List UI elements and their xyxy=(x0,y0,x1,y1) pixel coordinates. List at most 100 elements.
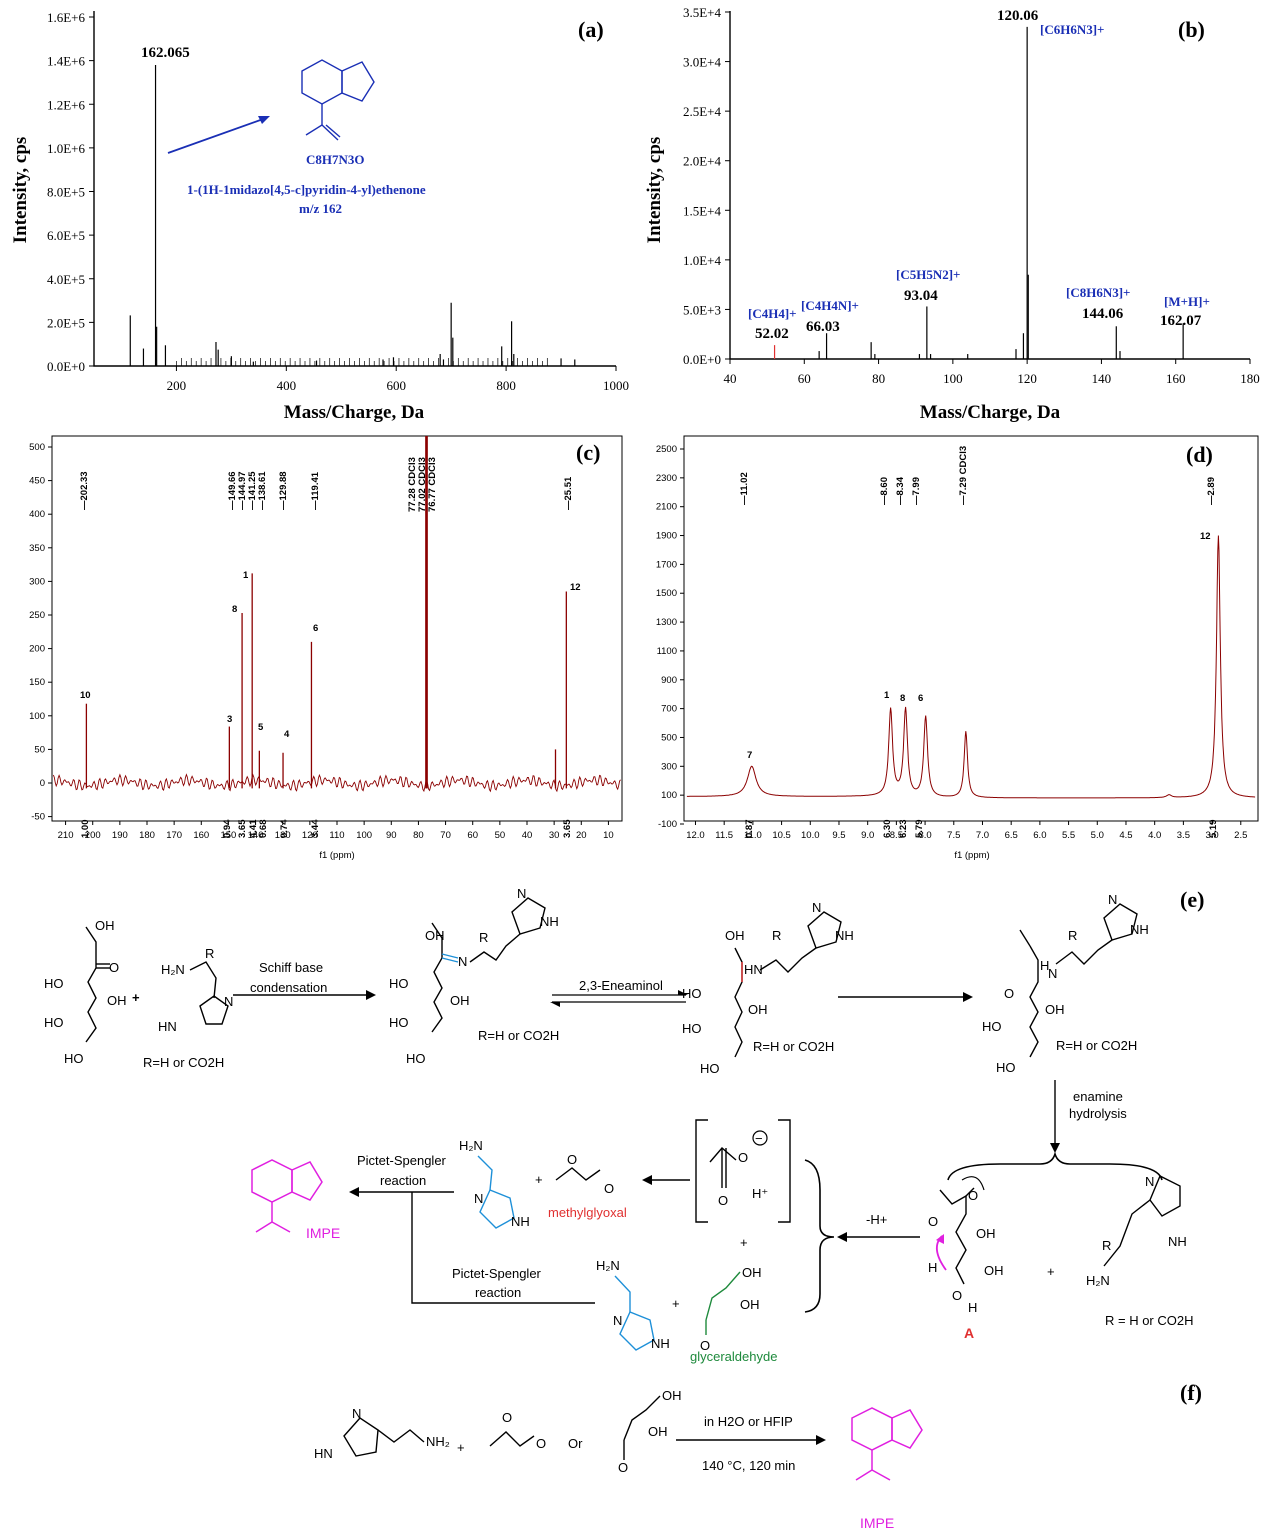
nmr-baseline xyxy=(52,773,621,793)
panel-b-ytick: 0.0E+0 xyxy=(683,352,721,367)
ann-c4h4: [C4H4]+ xyxy=(748,306,797,321)
svg-text:OH: OH xyxy=(662,1388,682,1403)
ann-93: 93.04 xyxy=(904,288,938,304)
panel-a-mass-spectrum: 0.0E+0 2.0E+5 4.0E+5 6.0E+5 8.0E+5 1.0E+6 1.2E… xyxy=(10,10,629,423)
panel-a-name: 1-(1H-1midazo[4,5-c]pyridin-4-yl)ethenon… xyxy=(187,182,426,197)
panel-c-integral: 3.44 xyxy=(310,819,321,838)
panel-d-xtick: 11.0 xyxy=(744,830,762,841)
panel-c-integral: 0.94 xyxy=(222,819,233,838)
svg-text:H₂N: H₂N xyxy=(459,1138,483,1153)
panel-d-shift: —8.60 xyxy=(879,477,890,505)
svg-text:NH: NH xyxy=(1130,922,1149,937)
fructose-structure xyxy=(85,926,110,1043)
panel-d-ytick: 1700 xyxy=(656,559,677,570)
panel-d-xtick: 2.5 xyxy=(1234,830,1247,841)
svg-text:H⁺: H⁺ xyxy=(752,1186,768,1201)
panel-c-shift: —202.33 xyxy=(79,471,90,510)
panel-d-peak-id: 1 xyxy=(884,690,890,701)
panel-d-shift: —2.89 xyxy=(1206,477,1217,505)
panel-c-label: (c) xyxy=(576,440,600,465)
cond-2: 140 °C, 120 min xyxy=(702,1458,795,1473)
panel-b-ytick: 3.5E+4 xyxy=(683,5,722,20)
panel-d-integral: 6.23 xyxy=(898,820,909,839)
panel-a-xtick: 400 xyxy=(277,378,297,393)
panel-a-peak-label: 162.065 xyxy=(141,45,190,61)
panel-c-ytick: 200 xyxy=(29,644,45,655)
svg-text:N: N xyxy=(613,1313,622,1328)
panel-d-xtick: 6.0 xyxy=(1033,830,1046,841)
svg-text:OH: OH xyxy=(742,1265,762,1280)
panel-c-ytick: 400 xyxy=(29,509,45,520)
panel-c-xtick: 110 xyxy=(329,830,344,841)
panel-b-xtick: 100 xyxy=(943,371,963,386)
svg-text:N: N xyxy=(458,954,467,969)
panel-c-integral: 4.41 xyxy=(248,819,259,838)
panel-a-ytick: 1.2E+6 xyxy=(47,97,86,112)
svg-text:HO: HO xyxy=(44,976,64,991)
panel-d-integral: 5.79 xyxy=(914,820,925,839)
svg-text:HO: HO xyxy=(682,986,702,1001)
panel-c-xtick: 10 xyxy=(603,830,614,841)
panel-b-ytick: 1.0E+4 xyxy=(683,253,722,268)
rgroup-1: R=H or CO2H xyxy=(143,1055,224,1070)
svg-text:N: N xyxy=(224,994,233,1009)
step-schiff: Schiff base xyxy=(259,960,323,975)
panel-d-ytick: -100 xyxy=(658,819,677,830)
panel-e-label: (e) xyxy=(1180,887,1204,912)
panel-d-integral: 5.19 xyxy=(1208,820,1219,839)
panel-c-peak-id: 10 xyxy=(80,690,91,701)
panel-d-xtick: 3.5 xyxy=(1177,830,1190,841)
step-hydrolysis: hydrolysis xyxy=(1069,1106,1127,1121)
panel-f-label: (f) xyxy=(1180,1380,1202,1405)
panel-c-shift: —144.97 xyxy=(237,471,248,510)
panel-d-xtick: 8.0 xyxy=(918,830,931,841)
svg-text:HN: HN xyxy=(744,962,763,977)
svg-text:N: N xyxy=(1048,966,1057,981)
panel-a-ytick: 1.0E+6 xyxy=(47,141,86,156)
panel-d-xtick: 4.5 xyxy=(1119,830,1132,841)
svg-text:OH: OH xyxy=(450,993,470,1008)
svg-text:N: N xyxy=(1145,1174,1154,1189)
panel-a-formula: C8H7N3O xyxy=(306,152,365,167)
panel-d-ytick: 2500 xyxy=(656,444,677,455)
panel-b-xtick: 160 xyxy=(1166,371,1186,386)
panel-c-xtick: 50 xyxy=(495,830,506,841)
ann-162: 162.07 xyxy=(1160,313,1202,329)
panel-a-ytick: 0.0E+0 xyxy=(47,359,85,374)
svg-text:HO: HO xyxy=(389,1015,409,1030)
panel-c-ytick: 150 xyxy=(29,677,45,688)
svg-text:R: R xyxy=(479,930,488,945)
panel-d-xtick: 10.5 xyxy=(772,830,791,841)
rgroup-3: R=H or CO2H xyxy=(753,1039,834,1054)
svg-text:HO: HO xyxy=(682,1021,702,1036)
panel-a-ylabel: Intensity, cps xyxy=(10,137,31,244)
ann-c8h6n3: [C8H6N3]+ xyxy=(1066,285,1130,300)
nmr-spectrum xyxy=(686,535,1256,799)
panel-d-ytick: 1100 xyxy=(657,646,677,657)
panel-c-shift: —25.51 xyxy=(563,476,574,510)
panel-c-xtick: 160 xyxy=(193,830,209,841)
svg-text:OH: OH xyxy=(648,1424,668,1439)
svg-text:NH: NH xyxy=(835,928,854,943)
svg-text:H₂N: H₂N xyxy=(596,1258,620,1273)
panel-a-ytick: 8.0E+5 xyxy=(47,185,85,200)
panel-c-xtick: 150 xyxy=(220,830,236,841)
svg-text:HO: HO xyxy=(700,1061,720,1076)
panel-d-1h-nmr: -100 100 300 500 700 900 1100 1300 1500 1700 1900 2… xyxy=(656,435,1259,861)
svg-text:+: + xyxy=(457,1440,465,1455)
panel-d-xtick: 7.5 xyxy=(947,830,960,841)
rgroup-5: R = H or CO2H xyxy=(1105,1313,1194,1328)
svg-text:+: + xyxy=(132,990,140,1005)
panel-c-ytick: -50 xyxy=(31,812,45,823)
panel-c-integral: 0.74 xyxy=(279,819,290,838)
panel-b-xtick: 140 xyxy=(1092,371,1112,386)
panel-d-shift: —7.99 xyxy=(911,477,922,505)
svg-text:H: H xyxy=(1040,958,1049,973)
svg-text:−: − xyxy=(755,1131,763,1146)
svg-text:NH: NH xyxy=(651,1336,670,1351)
ann-c4h4n: [C4H4N]+ xyxy=(801,298,859,313)
panel-d-xtick: 5.5 xyxy=(1062,830,1075,841)
glyceraldehyde-label: glyceraldehyde xyxy=(690,1349,777,1364)
panel-b-ytick: 1.5E+4 xyxy=(683,203,722,218)
